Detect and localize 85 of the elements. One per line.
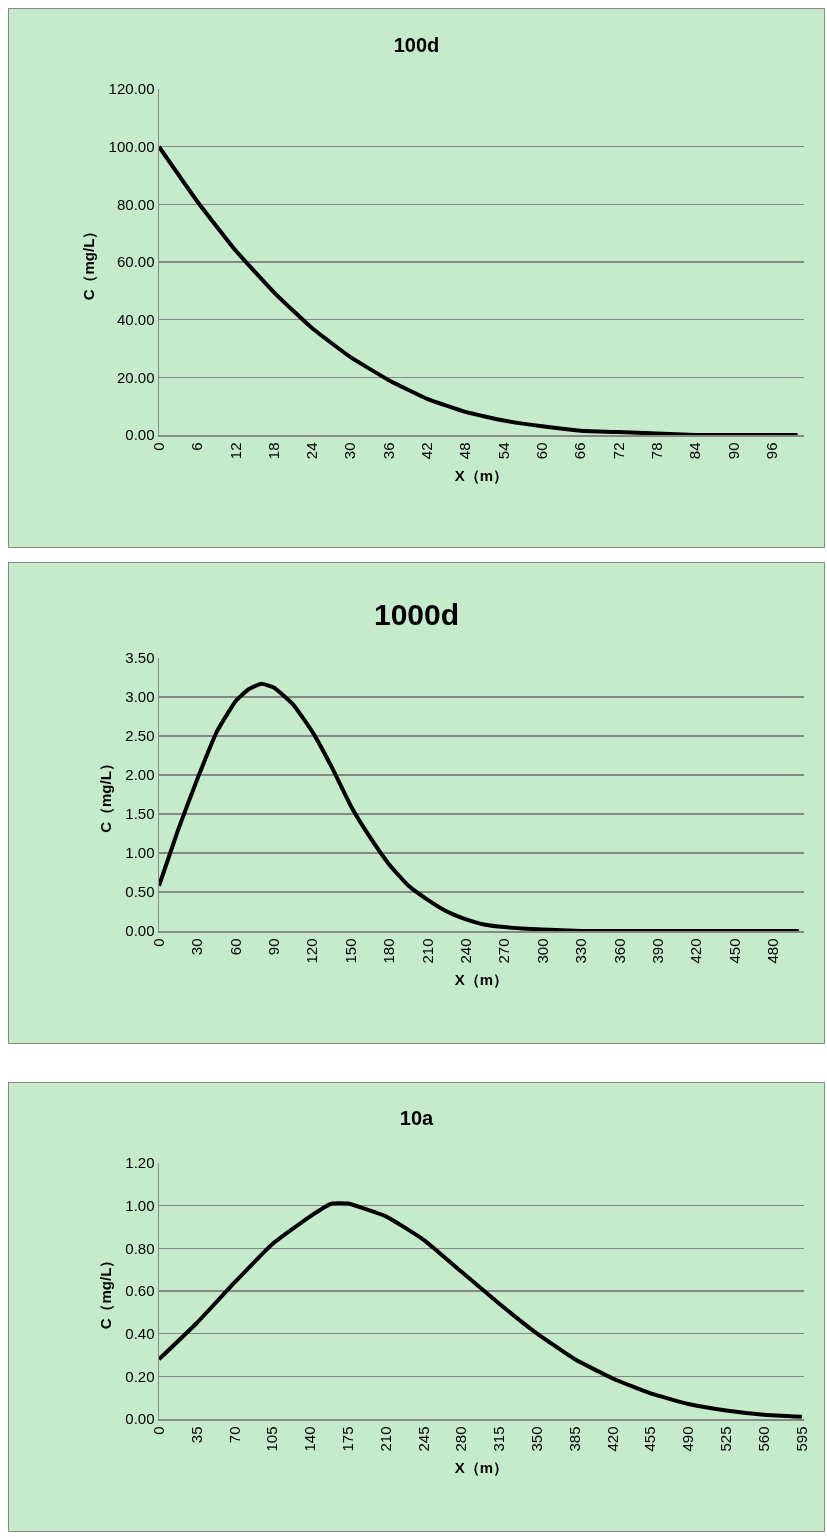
chart-title: 100d bbox=[393, 34, 440, 57]
x-tick-label: 315 bbox=[490, 1426, 508, 1452]
x-tick-label: 35 bbox=[187, 1426, 205, 1444]
y-tick-label: 3.50 bbox=[125, 649, 155, 667]
y-tick-label: 0.60 bbox=[125, 1282, 155, 1300]
x-tick-label: 6 bbox=[188, 442, 206, 451]
x-tick-label: 42 bbox=[418, 442, 436, 460]
x-tick-label: 78 bbox=[647, 442, 665, 460]
x-tick-label: 300 bbox=[533, 938, 551, 964]
y-tick-label: 0.00 bbox=[125, 1410, 155, 1428]
x-tick-label: 180 bbox=[380, 938, 398, 964]
x-tick-label: 12 bbox=[226, 442, 244, 460]
y-axis-title: C（mg/L） bbox=[80, 223, 98, 301]
x-tick-label: 420 bbox=[687, 938, 705, 964]
y-tick-label: 0.00 bbox=[125, 922, 155, 940]
x-tick-label: 350 bbox=[528, 1426, 546, 1452]
x-tick-label: 0 bbox=[149, 1426, 167, 1435]
x-tick-label: 140 bbox=[301, 1426, 319, 1452]
x-tick-label: 560 bbox=[754, 1426, 772, 1452]
y-tick-label: 1.00 bbox=[125, 844, 155, 862]
x-tick-label: 595 bbox=[792, 1426, 810, 1452]
x-tick-label: 36 bbox=[379, 442, 397, 460]
y-tick-label: 1.50 bbox=[125, 805, 155, 823]
x-tick-label: 270 bbox=[495, 938, 513, 964]
x-tick-label: 175 bbox=[338, 1426, 356, 1452]
y-tick-label: 100.00 bbox=[108, 137, 155, 155]
y-tick-label: 40.00 bbox=[116, 310, 155, 328]
y-tick-label: 2.50 bbox=[125, 727, 155, 745]
line-series bbox=[159, 144, 800, 435]
x-tick-label: 30 bbox=[188, 938, 206, 956]
x-tick-label: 84 bbox=[686, 442, 704, 460]
y-tick-label: 0.20 bbox=[125, 1367, 155, 1385]
x-tick-label: 450 bbox=[725, 938, 743, 964]
chart-title: 1000d bbox=[373, 597, 460, 631]
y-tick-label: 0.80 bbox=[125, 1239, 155, 1257]
x-tick-label: 525 bbox=[717, 1426, 735, 1452]
x-tick-label: 210 bbox=[418, 938, 436, 964]
y-tick-label: 0.40 bbox=[125, 1324, 155, 1342]
x-tick-label: 90 bbox=[265, 938, 283, 956]
x-axis-title: X（m） bbox=[454, 466, 509, 484]
x-tick-label: 240 bbox=[457, 938, 475, 964]
y-tick-label: 20.00 bbox=[116, 368, 155, 386]
x-tick-label: 54 bbox=[494, 442, 512, 460]
x-tick-label: 60 bbox=[226, 938, 244, 956]
x-tick-label: 48 bbox=[456, 442, 474, 460]
x-tick-label: 105 bbox=[263, 1426, 281, 1452]
x-axis-title: X（m） bbox=[454, 971, 509, 989]
x-tick-label: 24 bbox=[303, 442, 321, 460]
y-tick-label: 0.00 bbox=[125, 426, 155, 444]
y-tick-label: 120.00 bbox=[108, 80, 155, 98]
y-tick-label: 60.00 bbox=[116, 253, 155, 271]
x-tick-label: 70 bbox=[225, 1426, 243, 1444]
x-tick-label: 280 bbox=[452, 1426, 470, 1452]
x-tick-label: 0 bbox=[149, 442, 167, 451]
x-tick-label: 150 bbox=[341, 938, 359, 964]
x-tick-label: 66 bbox=[571, 442, 589, 460]
x-tick-label: 0 bbox=[149, 938, 167, 947]
y-tick-label: 1.00 bbox=[125, 1196, 155, 1214]
x-tick-label: 330 bbox=[572, 938, 590, 964]
x-axis-title: X（m） bbox=[454, 1459, 509, 1477]
y-tick-label: 0.50 bbox=[125, 883, 155, 901]
x-tick-label: 390 bbox=[648, 938, 666, 964]
y-tick-label: 1.20 bbox=[125, 1154, 155, 1172]
y-axis-title: C（mg/L） bbox=[96, 1252, 114, 1330]
chart-title: 10a bbox=[399, 1107, 435, 1130]
y-tick-label: 80.00 bbox=[116, 195, 155, 213]
x-tick-label: 480 bbox=[764, 938, 782, 964]
x-tick-label: 30 bbox=[341, 442, 359, 460]
x-tick-label: 455 bbox=[641, 1426, 659, 1452]
y-tick-label: 3.00 bbox=[125, 688, 155, 706]
x-tick-label: 18 bbox=[264, 442, 282, 460]
x-tick-label: 245 bbox=[414, 1426, 432, 1452]
x-tick-label: 385 bbox=[565, 1426, 583, 1452]
x-tick-label: 120 bbox=[303, 938, 321, 964]
x-tick-label: 210 bbox=[376, 1426, 394, 1452]
y-tick-label: 2.00 bbox=[125, 766, 155, 784]
x-tick-label: 72 bbox=[609, 442, 627, 460]
x-tick-label: 420 bbox=[603, 1426, 621, 1452]
x-tick-label: 60 bbox=[533, 442, 551, 460]
x-tick-label: 96 bbox=[762, 442, 780, 460]
y-axis-title: C（mg/L） bbox=[96, 756, 114, 833]
line-series bbox=[159, 681, 801, 931]
x-tick-label: 360 bbox=[610, 938, 628, 964]
x-tick-label: 490 bbox=[679, 1426, 697, 1452]
x-tick-label: 90 bbox=[724, 442, 742, 460]
